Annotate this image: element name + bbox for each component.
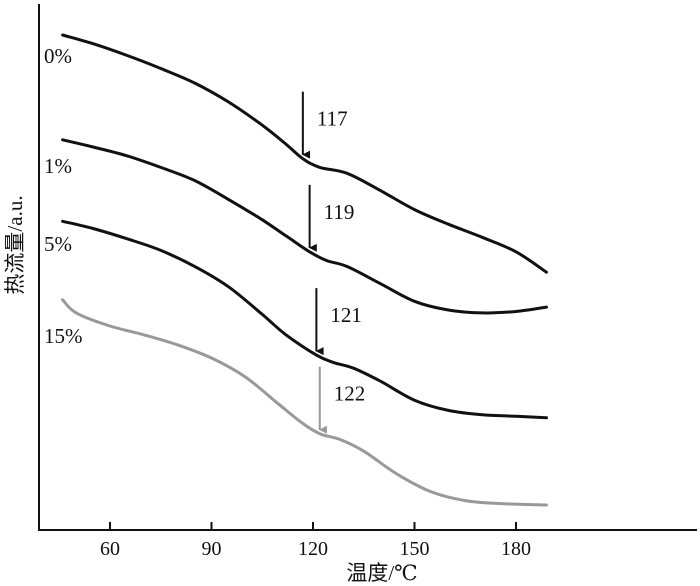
annotations: 117 119 121 122 xyxy=(301,91,366,434)
series-line xyxy=(61,33,548,274)
x-tick-label: 180 xyxy=(501,538,531,560)
series-name-label: 5% xyxy=(44,232,72,256)
annotation-label: 119 xyxy=(324,200,355,224)
series-group xyxy=(61,33,548,507)
x-tick-label: 60 xyxy=(100,538,120,560)
x-ticks: 60 90 120 150 180 xyxy=(100,522,531,560)
series-line xyxy=(61,138,548,315)
series-name-label: 0% xyxy=(44,44,72,68)
y-axis-label: 热流量/a.u. xyxy=(3,195,27,294)
series-line xyxy=(61,219,548,420)
x-tick-label: 90 xyxy=(202,538,222,560)
series-name-label: 15% xyxy=(44,324,83,348)
axes xyxy=(38,4,697,531)
annotation-label: 117 xyxy=(317,107,348,131)
x-axis-label: 温度/℃ xyxy=(346,561,417,585)
series-labels: 0% 1% 5% 15% xyxy=(44,44,83,348)
series-name-label: 1% xyxy=(44,154,72,178)
series-line xyxy=(61,298,548,507)
x-tick-label: 120 xyxy=(298,538,328,560)
annotation-label: 122 xyxy=(334,382,366,406)
annotation-label: 121 xyxy=(330,303,362,327)
x-tick-label: 150 xyxy=(400,538,430,560)
